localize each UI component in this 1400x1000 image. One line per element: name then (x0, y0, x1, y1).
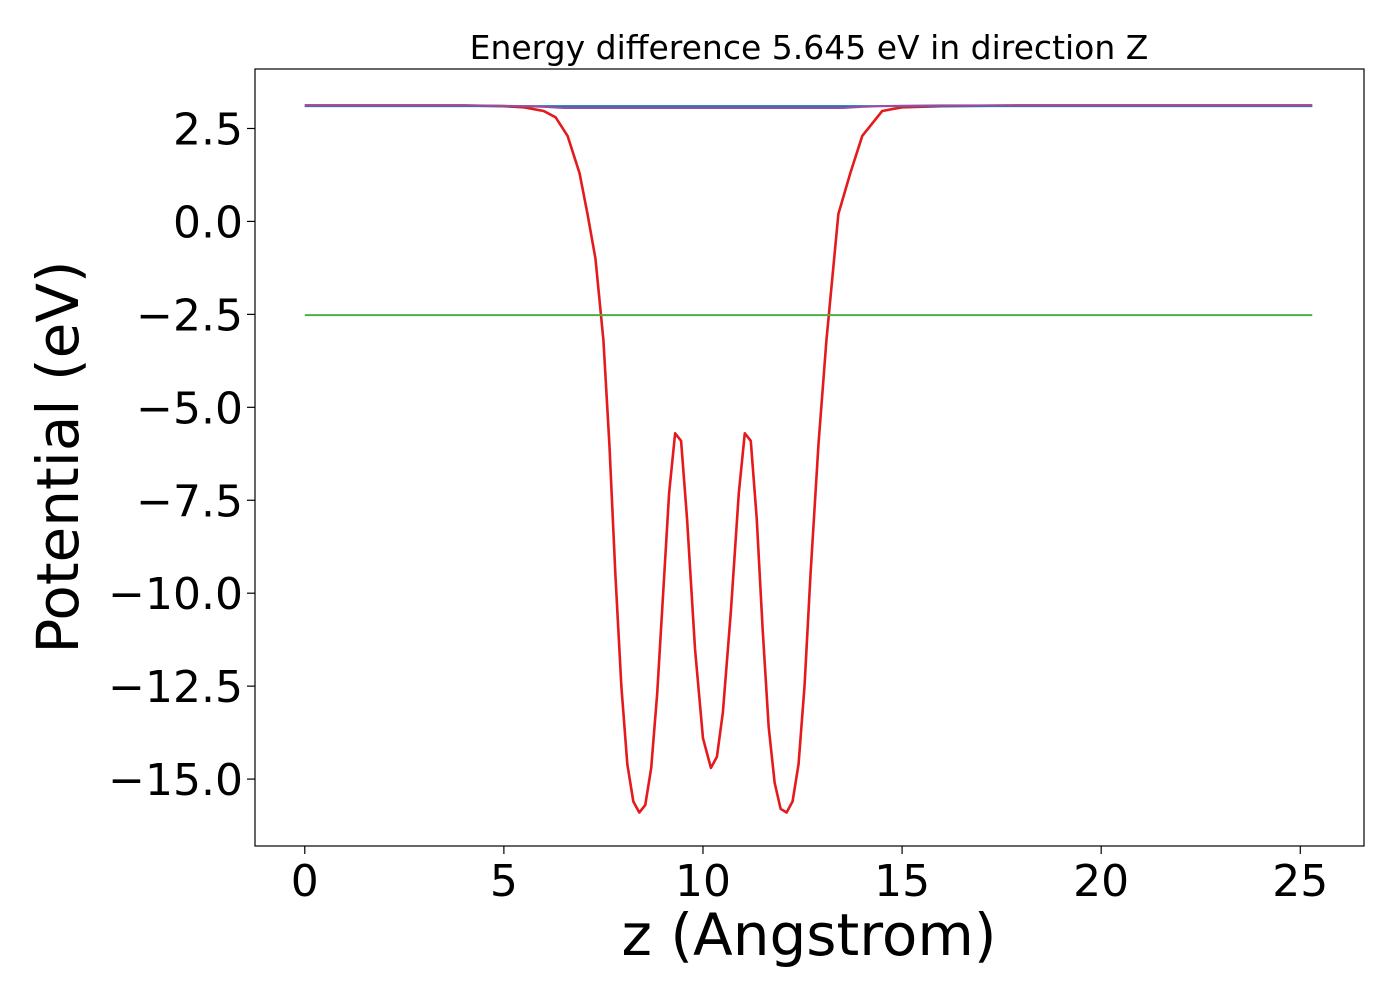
y-tick-label: −10.0 (108, 569, 243, 620)
x-tick-label: 10 (675, 856, 731, 907)
x-tick-label: 20 (1073, 856, 1129, 907)
x-tick-label: 0 (291, 856, 319, 907)
y-tick-label: −12.5 (108, 662, 243, 713)
x-axis-label: z (Angstrom) (622, 901, 997, 969)
y-tick-label: −15.0 (108, 755, 243, 806)
x-tick-label: 15 (874, 856, 930, 907)
y-axis-ticks: 2.5 0.0 −2.5 −5.0 −7.5 −10.0 −12.5 −15.0 (108, 104, 255, 806)
x-tick-label: 5 (490, 856, 518, 907)
series-line-0 (304, 104, 1313, 814)
y-tick-label: 0.0 (173, 197, 243, 248)
y-tick-label: 2.5 (173, 104, 243, 155)
y-axis-label: Potential (eV) (24, 260, 92, 653)
chart-title: Energy difference 5.645 eV in direction … (470, 28, 1149, 67)
series-layer (304, 104, 1313, 814)
y-tick-label: −7.5 (136, 476, 243, 527)
plot-frame (254, 68, 1365, 847)
x-tick-label: 25 (1272, 856, 1328, 907)
x-axis-ticks: 0 5 10 15 20 25 (291, 846, 1328, 907)
plot-area (254, 68, 1365, 847)
y-tick-label: −5.0 (136, 383, 243, 434)
series-line-3 (304, 104, 1313, 110)
y-tick-label: −2.5 (136, 290, 243, 341)
